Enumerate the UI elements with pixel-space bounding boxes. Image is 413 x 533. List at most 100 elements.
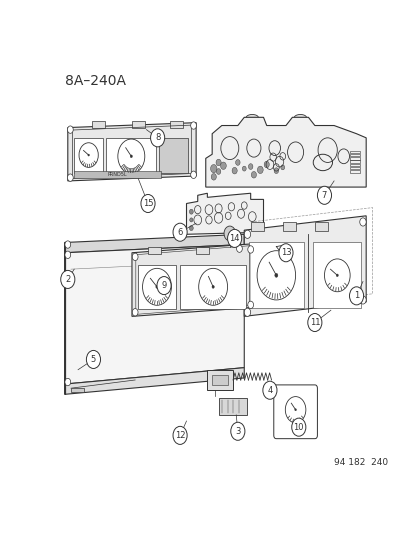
Circle shape xyxy=(232,167,237,174)
Bar xyxy=(282,222,295,231)
Circle shape xyxy=(317,186,331,204)
Polygon shape xyxy=(64,235,244,253)
Bar xyxy=(74,171,161,177)
Bar xyxy=(159,138,188,173)
Text: 9: 9 xyxy=(161,281,166,290)
Circle shape xyxy=(294,409,296,411)
Circle shape xyxy=(236,245,242,252)
Bar xyxy=(196,247,209,254)
Circle shape xyxy=(67,126,73,133)
Text: 2: 2 xyxy=(65,275,70,284)
Text: 8: 8 xyxy=(154,133,160,142)
Circle shape xyxy=(157,277,171,295)
Bar xyxy=(180,265,245,309)
Circle shape xyxy=(132,253,138,261)
Circle shape xyxy=(189,218,192,222)
Circle shape xyxy=(79,143,98,167)
Bar xyxy=(249,243,303,308)
Circle shape xyxy=(211,285,214,288)
Bar xyxy=(349,150,359,153)
Circle shape xyxy=(61,270,75,288)
Circle shape xyxy=(189,225,193,231)
Circle shape xyxy=(189,209,193,214)
Text: 1: 1 xyxy=(353,292,358,300)
Circle shape xyxy=(118,139,145,174)
Circle shape xyxy=(263,161,268,168)
Bar xyxy=(212,375,228,385)
Circle shape xyxy=(88,154,89,156)
Text: 15: 15 xyxy=(142,199,153,208)
Circle shape xyxy=(86,350,100,368)
Bar xyxy=(250,222,263,231)
Bar xyxy=(349,154,359,156)
Circle shape xyxy=(244,308,250,317)
Bar xyxy=(349,164,359,166)
Circle shape xyxy=(210,165,216,173)
Circle shape xyxy=(235,159,240,165)
Circle shape xyxy=(247,301,253,309)
Bar xyxy=(349,167,359,169)
Polygon shape xyxy=(132,244,253,317)
Polygon shape xyxy=(64,368,244,394)
Bar xyxy=(349,170,359,173)
Circle shape xyxy=(142,268,171,305)
Polygon shape xyxy=(64,245,244,384)
Bar xyxy=(106,138,156,175)
Circle shape xyxy=(190,122,196,129)
Circle shape xyxy=(198,268,227,305)
Circle shape xyxy=(230,422,244,440)
Circle shape xyxy=(349,287,363,305)
Circle shape xyxy=(274,273,277,277)
Polygon shape xyxy=(205,117,365,187)
FancyBboxPatch shape xyxy=(273,385,317,439)
Circle shape xyxy=(173,426,187,445)
Polygon shape xyxy=(68,123,196,181)
Bar xyxy=(170,121,183,128)
Text: 8A–240A: 8A–240A xyxy=(64,74,125,88)
Circle shape xyxy=(65,378,71,386)
Circle shape xyxy=(140,195,155,213)
Polygon shape xyxy=(186,193,263,235)
Text: 12: 12 xyxy=(174,431,185,440)
Bar xyxy=(71,388,83,392)
Text: 13: 13 xyxy=(280,248,291,257)
Circle shape xyxy=(227,229,241,247)
Circle shape xyxy=(242,166,246,171)
Circle shape xyxy=(278,244,292,262)
Text: 7: 7 xyxy=(321,191,326,200)
Circle shape xyxy=(247,246,253,253)
Circle shape xyxy=(335,274,337,277)
Circle shape xyxy=(132,309,138,316)
Circle shape xyxy=(65,241,71,248)
Circle shape xyxy=(173,223,187,241)
Circle shape xyxy=(285,397,305,423)
Circle shape xyxy=(130,155,132,158)
Bar xyxy=(349,157,359,159)
Circle shape xyxy=(307,313,321,332)
Text: 10: 10 xyxy=(293,423,303,432)
Text: 11: 11 xyxy=(309,318,319,327)
Ellipse shape xyxy=(293,115,306,122)
Ellipse shape xyxy=(245,115,258,122)
Circle shape xyxy=(67,174,73,181)
Circle shape xyxy=(248,164,252,169)
Text: 5: 5 xyxy=(90,355,96,364)
Circle shape xyxy=(324,259,349,292)
Text: 4: 4 xyxy=(267,386,272,395)
Bar xyxy=(92,121,104,128)
Circle shape xyxy=(280,165,284,170)
Circle shape xyxy=(262,381,276,399)
Circle shape xyxy=(273,168,278,174)
Polygon shape xyxy=(244,216,365,317)
Circle shape xyxy=(256,251,295,300)
Circle shape xyxy=(291,418,305,436)
Circle shape xyxy=(223,226,235,241)
Circle shape xyxy=(220,162,226,169)
Text: 94 182  240: 94 182 240 xyxy=(333,458,387,467)
Bar xyxy=(138,265,176,309)
Bar xyxy=(314,222,327,231)
Circle shape xyxy=(65,251,71,259)
Bar xyxy=(313,243,361,308)
Text: PRND5L: PRND5L xyxy=(107,172,127,177)
Text: 3: 3 xyxy=(235,427,240,436)
